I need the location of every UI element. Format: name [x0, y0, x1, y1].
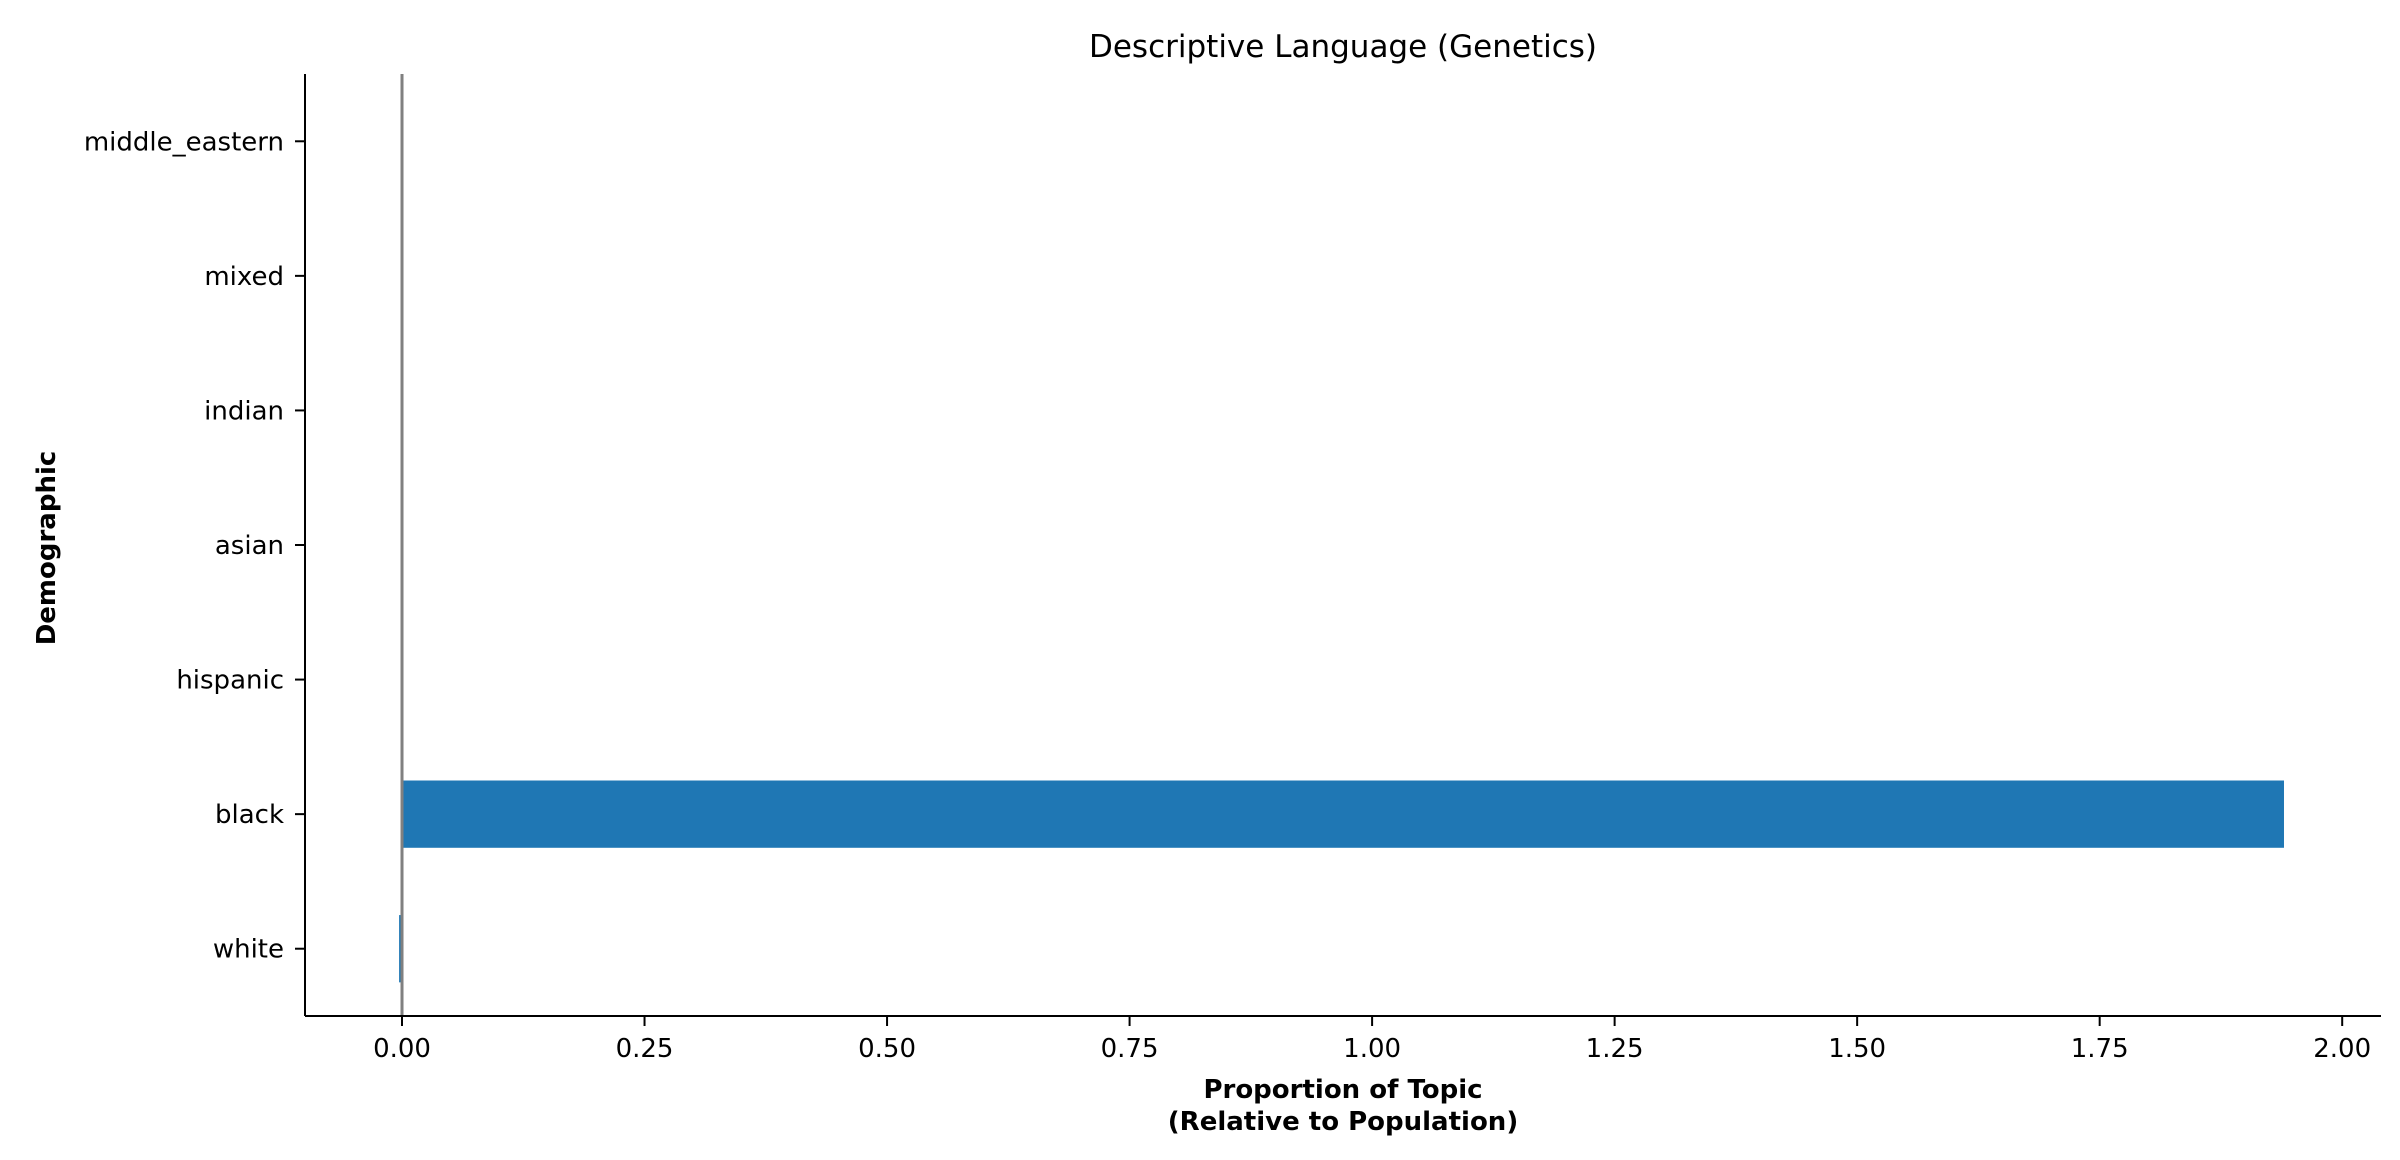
- x-tick-label: 0.00: [373, 1034, 431, 1064]
- x-tick-label: 0.25: [616, 1034, 674, 1064]
- y-tick-label: hispanic: [176, 666, 284, 696]
- x-tick-label: 2.00: [2313, 1034, 2371, 1064]
- y-tick-label: indian: [204, 396, 284, 426]
- y-tick-label: middle_eastern: [84, 127, 284, 157]
- x-ticks-group: 0.00 0.25 0.50 0.75 1.00 1.25 1.50 1.75 2.00: [373, 1016, 2371, 1064]
- y-tick-label: white: [213, 935, 284, 965]
- x-axis-label-line-2: (Relative to Population): [1168, 1107, 1518, 1137]
- x-tick-label: 1.00: [1343, 1034, 1401, 1064]
- x-axis-label-line-1: Proportion of Topic: [1203, 1075, 1482, 1105]
- x-tick-label: 1.75: [2071, 1034, 2129, 1064]
- y-ticks-group: white black hispanic asian indian mixed middle…: [84, 127, 305, 965]
- y-axis-label: Demographic: [32, 451, 62, 646]
- x-tick-label: 0.75: [1101, 1034, 1159, 1064]
- y-tick-label: asian: [215, 531, 284, 561]
- x-tick-label: 1.50: [1828, 1034, 1886, 1064]
- bars-group: [399, 780, 2284, 983]
- x-tick-label: 0.50: [858, 1034, 916, 1064]
- bar-black: [402, 780, 2284, 848]
- x-tick-label: 1.25: [1586, 1034, 1644, 1064]
- axes-group: [304, 74, 2381, 1017]
- chart-title: Descriptive Language (Genetics): [1089, 29, 1597, 65]
- y-tick-label: black: [215, 800, 284, 830]
- y-tick-label: mixed: [204, 262, 284, 292]
